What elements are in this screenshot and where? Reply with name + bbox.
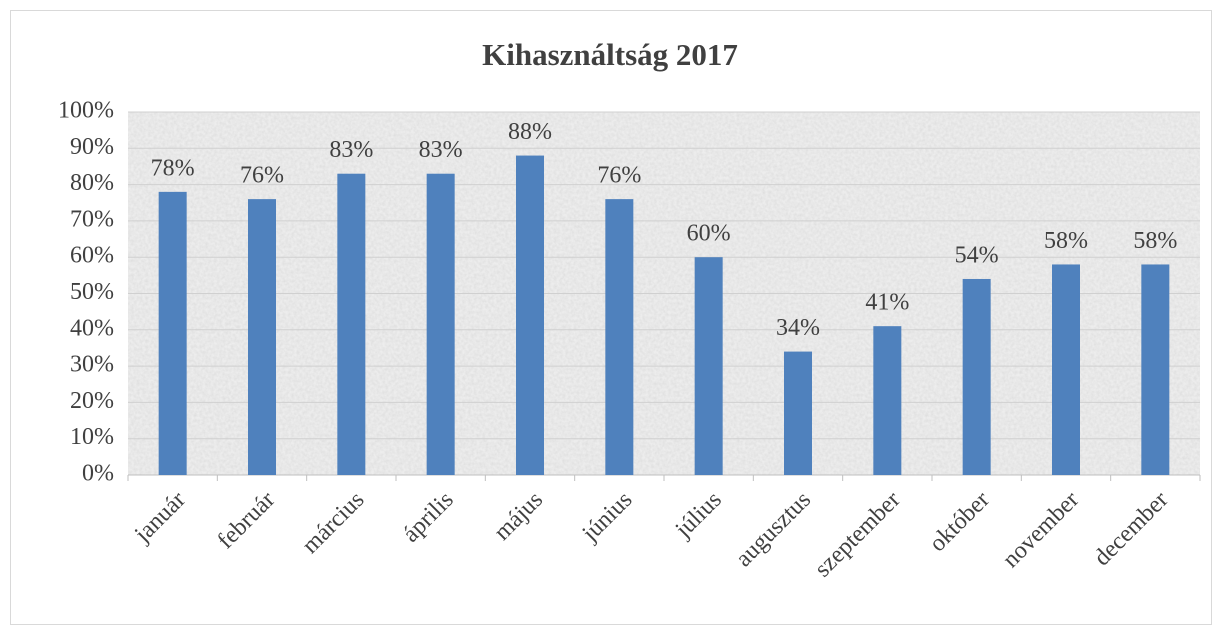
data-label: 78% <box>151 155 195 181</box>
bar <box>248 199 276 475</box>
bar <box>1141 264 1170 475</box>
y-tick-label: 40% <box>70 315 114 341</box>
y-tick-label: 70% <box>70 206 114 232</box>
bar <box>337 173 366 475</box>
y-tick-label: 50% <box>70 279 114 305</box>
y-tick-label: 100% <box>58 98 114 124</box>
bar <box>873 326 902 475</box>
data-label: 34% <box>776 315 820 341</box>
data-label: 76% <box>240 163 284 189</box>
y-tick-label: 90% <box>70 134 114 160</box>
y-tick-label: 20% <box>70 388 114 414</box>
bar <box>158 191 187 476</box>
y-tick-label: 0% <box>82 461 114 487</box>
bar <box>1052 264 1080 475</box>
data-label: 41% <box>865 290 909 316</box>
bar <box>784 351 812 475</box>
data-label: 58% <box>1133 228 1177 254</box>
data-label: 88% <box>508 119 552 145</box>
data-label: 60% <box>687 221 731 247</box>
y-tick-label: 60% <box>70 243 114 269</box>
chart-title: Kihasználtság 2017 <box>482 37 738 72</box>
y-tick-label: 10% <box>70 424 114 450</box>
data-label: 58% <box>1044 228 1088 254</box>
data-label: 83% <box>329 137 373 163</box>
bar <box>605 199 634 475</box>
data-label: 54% <box>955 242 999 268</box>
data-label: 83% <box>419 137 463 163</box>
bar <box>516 155 544 475</box>
y-tick-label: 80% <box>70 170 114 196</box>
bar <box>426 173 455 475</box>
bar <box>694 257 723 475</box>
y-tick-label: 30% <box>70 352 114 378</box>
data-label: 76% <box>597 163 641 189</box>
bar <box>962 278 991 475</box>
